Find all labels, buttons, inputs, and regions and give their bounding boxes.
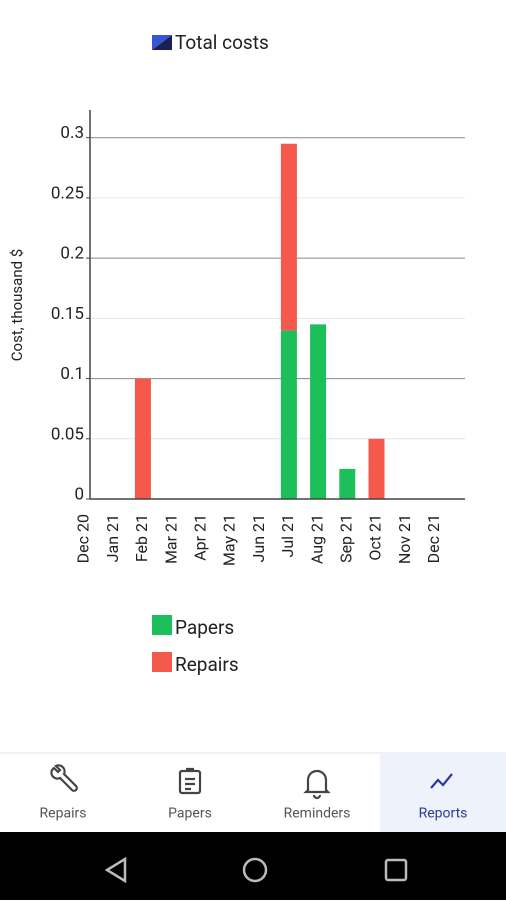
y-tick-label: 0.3 [60, 123, 84, 143]
nav-icons [50, 764, 453, 800]
nav-items: Repairs Papers Reminders Reports [40, 754, 506, 832]
y-tick-label: 0.15 [51, 304, 84, 324]
x-tick-label: Dec 21 [424, 514, 443, 563]
back-button[interactable] [104, 856, 127, 884]
x-tick-label: Dec 20 [74, 514, 93, 563]
nav-label[interactable]: Repairs [40, 806, 87, 822]
bell-icon [303, 769, 331, 800]
x-tick-label: Nov 21 [395, 514, 414, 564]
x-tick-label: Aug 21 [307, 514, 326, 564]
plot: 0 0.05 0.1 0.15 0.2 0.25 0.3 Dec 20 Jan 21 Feb 21… [51, 110, 465, 676]
y-tick-label: 0.2 [60, 244, 84, 264]
system-nav [0, 832, 506, 900]
x-tick-label: Jan 21 [103, 514, 122, 562]
legend-label: Papers [175, 616, 234, 639]
bar-segment [339, 468, 356, 499]
legend-swatch [152, 652, 172, 672]
legend-label: Repairs [175, 653, 239, 676]
bar-segment [280, 143, 297, 331]
legend-icon [152, 35, 172, 50]
recents-button[interactable] [384, 858, 408, 882]
home-button[interactable] [242, 857, 268, 883]
x-tick-label: Feb 21 [132, 514, 151, 562]
x-tick-label: Jul 21 [278, 514, 297, 558]
x-tick-label: Jun 21 [249, 514, 268, 562]
y-tick-label: 0.05 [51, 424, 84, 444]
nav-label[interactable]: Reminders [284, 806, 351, 822]
y-tick-label: 0 [74, 484, 84, 504]
x-tick-label: Sep 21 [337, 514, 356, 563]
nav-selected-bg [380, 754, 506, 832]
legend-swatch [152, 615, 172, 635]
x-tick-label: Oct 21 [366, 514, 385, 561]
nav-label[interactable]: Papers [168, 806, 212, 822]
y-axis-title: Cost, thousand $ [8, 249, 26, 361]
x-tick-label: Mar 21 [161, 514, 180, 564]
chart-title: Total costs [175, 31, 269, 54]
bar-segment [368, 438, 385, 499]
chart-icon [430, 773, 453, 789]
nav-label[interactable]: Reports [419, 806, 468, 822]
wrench-icon [50, 764, 78, 792]
bar-segment [310, 324, 327, 499]
clipboard-lines [185, 767, 195, 791]
clipboard-icon [178, 769, 202, 795]
bar-segment [134, 378, 151, 499]
y-tick-label: 0.25 [51, 183, 84, 203]
x-tick-label: Apr 21 [191, 514, 210, 561]
x-tick-label: May 21 [220, 514, 239, 566]
bar-segment [280, 330, 297, 499]
y-tick-label: 0.1 [60, 364, 84, 384]
